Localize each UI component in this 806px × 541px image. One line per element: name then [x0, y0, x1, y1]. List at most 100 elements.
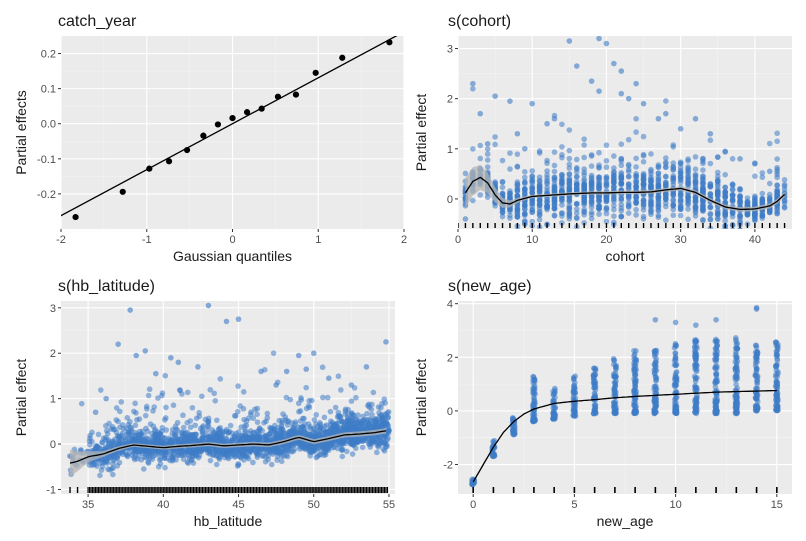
- residual-point: [625, 210, 632, 216]
- residual-point: [321, 414, 328, 421]
- residual-point: [167, 451, 174, 458]
- residual-point: [256, 425, 263, 431]
- residual-point: [106, 441, 113, 448]
- residual-point: [655, 177, 662, 183]
- residual-outlier: [551, 115, 558, 122]
- residual-point: [722, 184, 728, 191]
- residual-point: [566, 180, 573, 187]
- residual-point: [162, 464, 168, 471]
- residual-point: [581, 181, 587, 188]
- residual-point: [159, 424, 166, 431]
- residual-point: [254, 419, 261, 426]
- residual-point: [311, 447, 318, 454]
- residual-point: [172, 439, 179, 445]
- qq-point: [200, 132, 207, 139]
- residual-point: [738, 228, 742, 229]
- residual-point: [131, 408, 137, 415]
- residual-point: [685, 216, 691, 223]
- residual-point: [670, 203, 677, 209]
- residual-point: [670, 196, 677, 203]
- residual-point: [164, 455, 171, 462]
- residual-point: [663, 191, 669, 197]
- residual-outlier: [588, 78, 595, 84]
- residual-point: [359, 444, 366, 451]
- residual-point: [130, 448, 136, 455]
- residual-outlier: [283, 368, 290, 375]
- residual-point: [265, 453, 272, 459]
- residual-point: [611, 173, 617, 180]
- residual-point: [551, 212, 558, 219]
- residual-point: [625, 182, 632, 189]
- residual-point: [651, 383, 658, 390]
- residual-outlier: [596, 88, 602, 94]
- y-axis-label: Partial effect: [13, 359, 29, 437]
- residual-point: [344, 414, 351, 421]
- residual-point: [514, 227, 520, 229]
- residual-point: [673, 342, 680, 349]
- residual-point: [152, 428, 158, 434]
- residual-point: [339, 446, 346, 453]
- residual-point: [596, 149, 602, 156]
- residual-outlier: [152, 370, 159, 377]
- residual-point: [307, 424, 313, 430]
- residual-point: [261, 419, 267, 426]
- residual-point: [207, 457, 214, 464]
- residual-point: [752, 200, 758, 207]
- residual-point: [477, 142, 484, 149]
- residual-point: [233, 438, 240, 445]
- residual-point: [670, 164, 677, 170]
- residual-point: [383, 420, 390, 426]
- residual-point: [571, 375, 577, 382]
- residual-point: [633, 194, 639, 201]
- residual-point: [700, 160, 706, 167]
- residual-point: [284, 418, 291, 425]
- residual-point: [100, 457, 107, 463]
- residual-point: [240, 389, 247, 395]
- residual-point: [603, 180, 610, 187]
- residual-point: [536, 209, 543, 216]
- x-tick-label: 40: [749, 234, 761, 246]
- residual-point: [691, 344, 698, 350]
- x-tick-label: 50: [308, 499, 320, 511]
- residual-point: [722, 190, 728, 197]
- residual-point: [652, 364, 659, 371]
- residual-point: [205, 450, 211, 456]
- qq-point: [274, 93, 282, 100]
- residual-point: [536, 148, 543, 154]
- residual-point: [324, 394, 331, 401]
- residual-point: [573, 200, 580, 207]
- residual-point: [566, 127, 573, 133]
- residual-point: [692, 195, 699, 201]
- residual-point: [737, 220, 743, 226]
- residual-point: [766, 195, 773, 202]
- qq-point: [146, 165, 153, 172]
- residual-point: [700, 180, 706, 187]
- residual-point: [531, 398, 537, 404]
- residual-point: [692, 171, 699, 178]
- residual-point: [100, 435, 107, 441]
- residual-point: [477, 192, 484, 198]
- residual-point: [722, 171, 728, 178]
- residual-point: [285, 431, 292, 438]
- residual-point: [193, 415, 200, 422]
- residual-point: [124, 414, 131, 421]
- residual-point: [730, 227, 735, 229]
- residual-point: [692, 349, 698, 356]
- residual-point: [514, 214, 521, 220]
- residual-point: [551, 168, 558, 175]
- residual-point: [162, 415, 169, 421]
- residual-point: [737, 230, 743, 236]
- residual-point: [618, 169, 625, 176]
- residual-point: [312, 426, 318, 433]
- residual-point: [199, 393, 205, 400]
- residual-point: [781, 176, 788, 183]
- residual-outlier: [295, 352, 302, 359]
- residual-point: [673, 408, 679, 415]
- residual-point: [514, 151, 521, 157]
- residual-point: [707, 160, 714, 167]
- residual-outlier: [310, 350, 317, 357]
- residual-point: [492, 179, 498, 185]
- residual-point: [588, 215, 595, 222]
- residual-point: [235, 383, 241, 389]
- qq-point: [258, 105, 265, 112]
